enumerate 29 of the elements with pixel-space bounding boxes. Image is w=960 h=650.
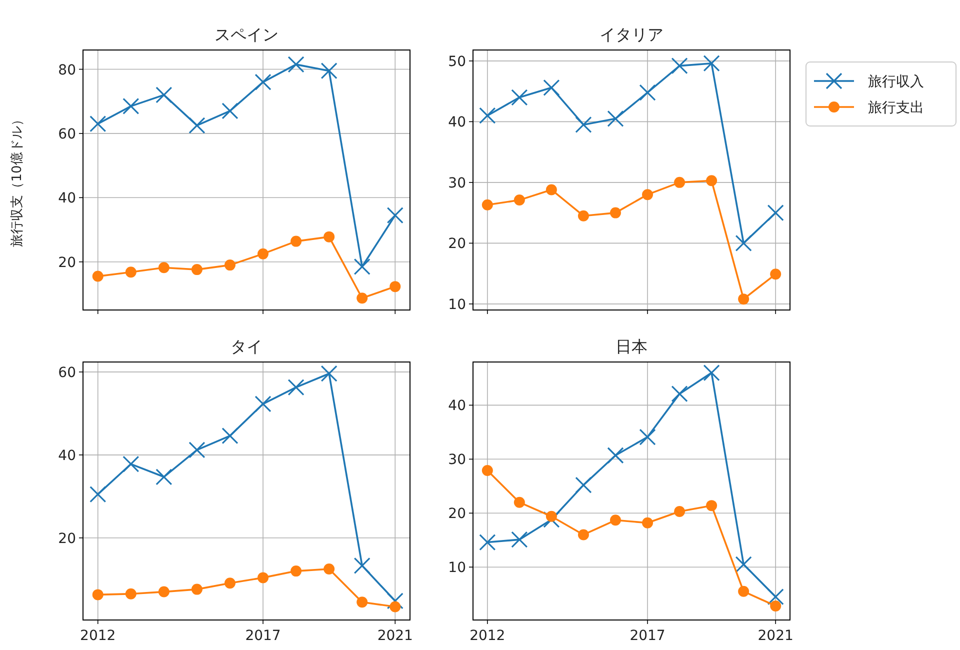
- y-tick-label: 50: [448, 54, 466, 70]
- y-tick-label: 40: [448, 114, 466, 131]
- y-tick-label: 80: [58, 62, 76, 78]
- y-tick-label: 30: [448, 452, 466, 468]
- x-tick-label: 2012: [80, 628, 116, 644]
- legend-label: 旅行収入: [868, 74, 924, 90]
- y-tick-label: 60: [58, 126, 76, 142]
- y-tick-label: 10: [448, 296, 466, 313]
- y-tick-label: 60: [58, 364, 76, 381]
- chart-title: イタリア: [600, 25, 664, 44]
- chart-title: タイ: [230, 337, 262, 356]
- x-tick-label: 2021: [377, 628, 413, 644]
- y-axis-title: 旅行収支（10億ドル）: [10, 113, 25, 247]
- y-tick-label: 30: [448, 175, 466, 192]
- x-tick-label: 2012: [470, 628, 506, 644]
- x-tick-label: 2021: [758, 628, 794, 644]
- chart-title: 日本: [616, 337, 648, 356]
- y-tick-label: 20: [448, 236, 466, 252]
- y-tick-label: 20: [58, 254, 76, 271]
- y-tick-label: 40: [448, 398, 466, 414]
- y-tick-label: 20: [58, 530, 76, 547]
- y-tick-label: 20: [448, 506, 466, 522]
- y-tick-label: 40: [58, 448, 76, 464]
- legend-label: 旅行支出: [868, 100, 924, 116]
- x-tick-label: 2017: [245, 628, 281, 644]
- x-tick-label: 2017: [630, 628, 666, 644]
- y-tick-label: 40: [58, 190, 76, 207]
- chart-title: スペイン: [214, 25, 278, 44]
- y-tick-label: 10: [448, 560, 466, 576]
